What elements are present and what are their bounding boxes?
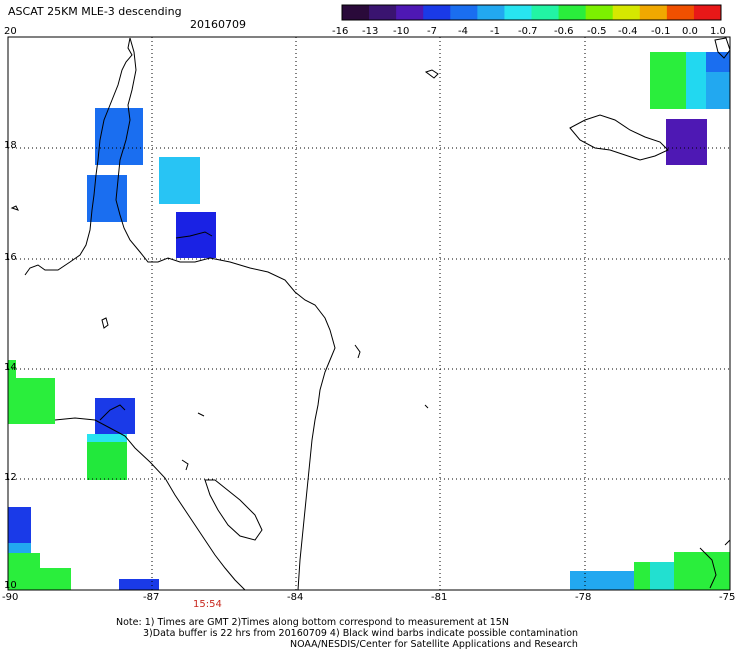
colorbar-swatch [504,5,532,20]
colorbar-tick-label-4: -4 [458,26,468,37]
colorbar-tick-label-1: -13 [362,26,379,37]
colorbar-swatch [639,5,668,20]
lat-label-3: 14 [4,362,17,373]
lon-label-5: -75 [719,592,736,603]
colorbar-tick-label-2: -10 [393,26,410,37]
product-title: ASCAT 25KM MLE-3 descending [8,5,182,18]
time-label: 15:54 [193,599,222,610]
colorbar-swatch [693,5,722,20]
lat-label-1: 18 [4,140,17,151]
colorbar-swatch [531,5,560,20]
lon-label-1: -87 [143,592,160,603]
lat-label-4: 12 [4,472,17,483]
colorbar-tick-label-11: 0.0 [682,26,698,37]
colorbar-tick-label-3: -7 [427,26,437,37]
colorbar-swatch [342,5,370,20]
colorbar-tick-label-9: -0.4 [618,26,638,37]
colorbar-tick-label-7: -0.6 [554,26,574,37]
color-bar [341,4,722,21]
wind-data-cells [8,52,730,590]
colorbar-tick-label-10: -0.1 [651,26,671,37]
colorbar-swatch [666,5,695,20]
colorbar-swatch [450,5,478,20]
lon-label-0: -90 [2,592,19,603]
colorbar-swatch [612,5,641,20]
lon-label-4: -78 [575,592,592,603]
product-date: 20160709 [190,18,246,31]
lon-label-3: -81 [431,592,448,603]
lat-label-5: 10 [4,580,17,591]
colorbar-swatch [558,5,587,20]
lon-label-2: -84 [287,592,304,603]
colorbar-tick-label-5: -1 [490,26,500,37]
colorbar-tick-label-6: -0.7 [518,26,538,37]
colorbar-tick-label-0: -16 [332,26,349,37]
lat-lon-grid [8,37,730,590]
colorbar-swatch [396,5,424,20]
colorbar-swatch [585,5,614,20]
footer-note-line-1: Note: 1) Times are GMT 2)Times along bot… [116,617,509,628]
lat-label-0: 20 [4,26,17,37]
lat-label-2: 16 [4,252,17,263]
colorbar-swatch [423,5,451,20]
coastlines [10,37,730,590]
colorbar-tick-label-8: -0.5 [587,26,607,37]
colorbar-swatch [477,5,505,20]
colorbar-tick-label-12: 1.0 [710,26,726,37]
footer-note-line-2: 3)Data buffer is 22 hrs from 20160709 4)… [143,628,579,639]
footer-note-line-3: NOAA/NESDIS/Center for Satellite Applica… [290,639,578,650]
colorbar-swatch [369,5,397,20]
